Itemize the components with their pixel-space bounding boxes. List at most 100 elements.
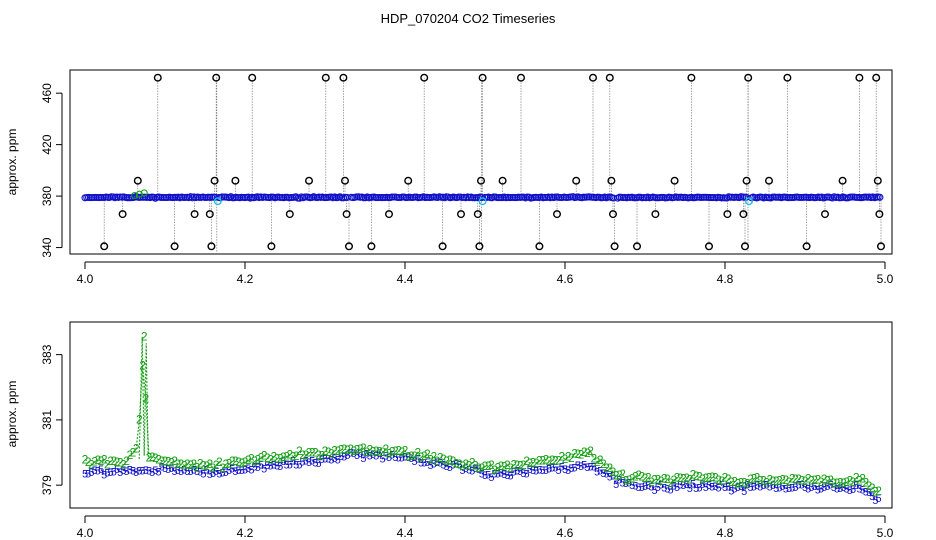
series-2-point: 2: [498, 459, 505, 473]
series-2-point: 2: [238, 456, 245, 470]
series-5-point: 5: [511, 467, 517, 479]
series-2-point: 2: [584, 446, 591, 460]
series-5-point: 5: [248, 465, 254, 477]
series-2-point: 2: [696, 470, 703, 484]
series-5-point: 5: [127, 464, 133, 476]
series-2-point: 2: [366, 443, 373, 457]
outlier-point: [205, 210, 214, 219]
series-5-point: 5: [520, 468, 526, 480]
series-2-point: 2: [158, 454, 165, 468]
series-2-point: 2: [843, 475, 850, 489]
series-5-point: 5: [277, 461, 283, 473]
transition-point: [478, 197, 487, 206]
series-2-point: 2: [379, 445, 386, 459]
outlier-point: [705, 242, 714, 251]
series-2-point: 2: [165, 454, 172, 468]
outlier-point: [742, 176, 751, 185]
series-5-point: 5: [140, 465, 146, 477]
outlier-point: [305, 176, 314, 185]
series-2-point: 2: [859, 472, 866, 486]
top-x-tick-label: 4.2: [237, 272, 254, 286]
series-5-point: 5: [661, 483, 667, 495]
series-2-point: 2: [472, 459, 479, 473]
series-2-point: 2: [619, 467, 626, 481]
series-5-point: 5: [98, 464, 104, 476]
outlier-point: [783, 73, 792, 82]
bottom-y-tick-label: 379: [40, 475, 54, 495]
series-5-point: 5: [239, 465, 245, 477]
series-2-point: 2: [197, 456, 204, 470]
series-5-point: 5: [725, 481, 731, 493]
series-5-point: 5: [664, 483, 670, 495]
series-5-point: 5: [562, 464, 568, 476]
series-5-point: 5: [255, 462, 261, 474]
series-5-point: 5: [844, 484, 850, 496]
series-2-point: 2: [754, 471, 761, 485]
series-5-point: 5: [847, 485, 853, 497]
series-2-point: 2: [229, 454, 236, 468]
series-2-point: 2: [709, 470, 716, 484]
series-5-point: 5: [418, 457, 424, 469]
series-2-point: 2: [651, 473, 658, 487]
series-2-point: 2: [600, 457, 607, 471]
outlier-point: [802, 242, 811, 251]
series-2-point: 2: [261, 449, 268, 463]
series-2-point: 2: [341, 442, 348, 456]
outlier-point: [212, 73, 221, 82]
series-5-point: 5: [850, 484, 856, 496]
series-5-point: 5: [338, 451, 344, 463]
series-5-point: 5: [770, 480, 776, 492]
series-2-point: 2: [549, 453, 556, 467]
series-2-point: 2: [85, 455, 92, 469]
series-2-point: 2: [315, 448, 322, 462]
series-5-point: 5: [440, 459, 446, 471]
series-5-point: 5: [559, 462, 565, 474]
series-5-point: 5: [840, 482, 846, 494]
top-y-tick-label: 460: [40, 83, 54, 103]
series-2-point: 2: [482, 459, 489, 473]
series-2-point: 2: [715, 473, 722, 487]
bottom-panel: approx. ppm 4.0 4.2 4.4 4.6 4.8 5.0379381383 …: [5, 321, 894, 540]
series-2-point: 2: [430, 450, 437, 464]
series-5-point: 5: [549, 463, 555, 475]
series-5-point: 5: [300, 457, 306, 469]
series-5-point: 5: [428, 460, 434, 472]
series-2-point: 2: [789, 472, 796, 486]
series-2-point: 2: [453, 456, 460, 470]
series-5-point: 5: [687, 483, 693, 495]
series-5-point: 5: [600, 468, 606, 480]
series-2-point: 2: [706, 471, 713, 485]
series-5-point: 5: [674, 482, 680, 494]
series-5-point: 5: [824, 481, 830, 493]
series-5-point: 5: [738, 481, 744, 493]
series-5-point: 5: [328, 454, 334, 466]
series-2-point: 2: [200, 459, 207, 473]
outlier-point: [741, 242, 750, 251]
series-2-point: 2: [802, 474, 809, 488]
series-2-point: 2: [510, 458, 517, 472]
series-5-point: 5: [546, 464, 552, 476]
series-5-point: 5: [780, 481, 786, 493]
series-2-line: [84, 365, 879, 493]
series-5-point: 5: [383, 450, 389, 462]
series-5-point: 5: [156, 466, 162, 478]
outlier-point: [248, 73, 257, 82]
series-5-point: 5: [735, 482, 741, 494]
series-2-point: 2: [373, 444, 380, 458]
outlier-point: [877, 242, 886, 251]
series-2-point: 2: [91, 455, 98, 469]
series-5-point: 5: [812, 481, 818, 493]
series-2-point: 2: [766, 472, 773, 486]
series-2-point: 2: [456, 457, 463, 471]
series-2-point: 2: [270, 450, 277, 464]
series-5-point: 5: [773, 483, 779, 495]
series-2-point: 2: [738, 475, 745, 489]
outlier-point: [285, 210, 294, 219]
series-5-point: 5: [866, 487, 872, 499]
series-2-point: 2: [299, 448, 306, 462]
series-5-point: 5: [175, 465, 181, 477]
series-5-point: 5: [178, 466, 184, 478]
series-2-point: 2: [331, 443, 338, 457]
series-2-point: 2: [517, 458, 524, 472]
series-2-point: 2: [834, 476, 841, 490]
